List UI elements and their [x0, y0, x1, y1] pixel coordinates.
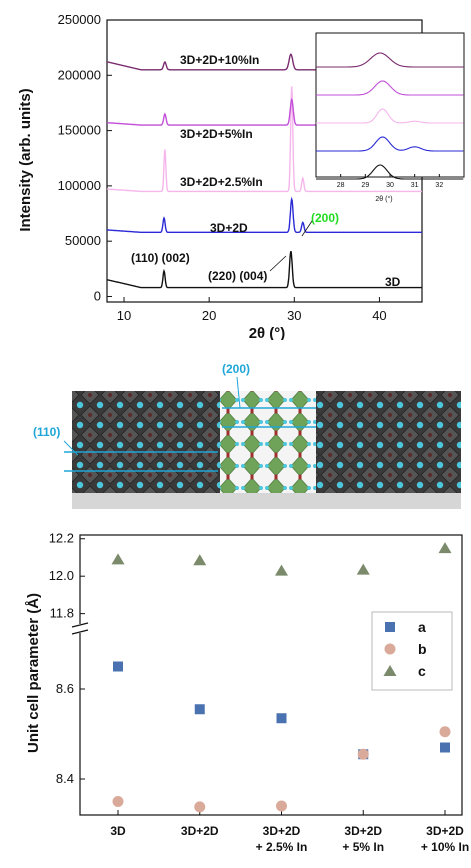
- struct-label-110: (110): [33, 425, 60, 439]
- ucp-y-tick-label: 11.8: [50, 606, 74, 621]
- block-2d: [220, 391, 316, 493]
- pointer-110: [63, 440, 79, 456]
- y-tick-label: 50000: [65, 233, 101, 248]
- axis-break: [70, 622, 92, 635]
- xrd-series-0: [106, 250, 422, 289]
- ucp-category-label: 3D+2D + 2.5% In: [256, 824, 308, 854]
- ucp-y-tick-label: 12.2: [49, 531, 74, 546]
- label-110-002: (110) (002): [131, 251, 190, 265]
- substrate: [72, 493, 461, 509]
- inset-tick-label: 28: [337, 182, 345, 189]
- x-axis-title: 2θ (°): [249, 325, 286, 340]
- legend-label-a: a: [418, 619, 426, 635]
- point-c: [193, 554, 207, 566]
- unit-cell-chart: Unit cell parameter (Å) 11.8 12.0 12.2 8.4 8…: [25, 531, 469, 854]
- ucp-category-label: 3D: [110, 824, 126, 838]
- inset-series-2: [316, 108, 464, 124]
- point-a: [276, 713, 287, 724]
- xrd-series-1: [106, 196, 422, 233]
- y-tick-label: 0: [94, 288, 101, 303]
- legend-label-c: c: [418, 663, 426, 679]
- x-tick-label: 30: [287, 308, 301, 323]
- legend-marker-c: [383, 665, 397, 676]
- point-c: [111, 553, 125, 565]
- legend-marker-b: [384, 643, 396, 655]
- xrd-series-label: 3D: [385, 275, 401, 289]
- inset-tick-label: 31: [411, 182, 419, 189]
- point-b: [112, 796, 124, 807]
- point-b: [276, 800, 287, 812]
- arrow-220: [269, 255, 287, 272]
- x-tick-label: 20: [202, 308, 216, 323]
- xrd-chart: Intensity (arb. units) 2θ (°) 0 50000 1000…: [17, 12, 465, 340]
- inset-series-3: [316, 80, 464, 96]
- xrd-series-label: 3D+2D: [210, 221, 248, 235]
- legend-label-b: b: [418, 641, 427, 657]
- arrow-200: [301, 220, 313, 237]
- y-tick-label: 250000: [58, 12, 101, 27]
- xrd-series-2: [106, 86, 422, 193]
- ucp-legend: abc: [371, 611, 453, 691]
- point-c: [356, 563, 370, 575]
- ucp-category-label: 3D+2D: [181, 824, 219, 838]
- inset-series-1: [316, 136, 464, 152]
- inset-series-4: [316, 52, 464, 68]
- inset-x-title: 2θ (°): [375, 195, 392, 203]
- crystal-structure: (200) (110): [33, 362, 461, 509]
- ucp-y-tick-label: 8.4: [56, 771, 74, 786]
- ucp-category-label: 3D+2D + 10% In: [421, 824, 469, 854]
- block-3d-right: [316, 391, 461, 493]
- point-b: [357, 748, 369, 760]
- inset-tick-label: 32: [435, 182, 443, 189]
- inset-tick-label: 30: [386, 182, 394, 189]
- inset-frame: [315, 32, 465, 178]
- point-a: [194, 704, 205, 715]
- x-tick-label: 10: [117, 308, 131, 323]
- inset-tick-label: 29: [361, 182, 369, 189]
- label-220-004: (220) (004): [208, 269, 267, 283]
- struct-label-200: (200): [222, 362, 250, 376]
- pointer-200: [236, 376, 241, 409]
- ucp-plot-frame: [79, 534, 463, 816]
- ucp-category-label: 3D+2D + 5% In: [342, 824, 384, 854]
- point-a: [440, 742, 450, 753]
- xrd-series-label: 3D+2D+10%In: [180, 53, 259, 67]
- y-tick-label: 150000: [58, 123, 101, 138]
- ucp-y-axis-title: Unit cell parameter (Å): [25, 593, 42, 753]
- legend-marker-a: [385, 622, 395, 632]
- y-tick-label: 100000: [58, 178, 101, 193]
- point-b: [439, 726, 451, 738]
- point-c: [275, 564, 288, 576]
- label-200: (200): [311, 211, 339, 225]
- y-tick-label: 200000: [58, 67, 101, 82]
- xrd-series-label: 3D+2D+2.5%In: [180, 175, 263, 189]
- point-a: [113, 661, 123, 672]
- xrd-series-label: 3D+2D+5%In: [180, 127, 253, 141]
- point-b: [194, 801, 206, 813]
- ucp-y-tick-label: 12.0: [49, 568, 74, 583]
- x-tick-label: 40: [372, 308, 386, 323]
- point-c: [438, 542, 452, 554]
- ucp-y-tick-label: 8.6: [56, 681, 74, 696]
- block-3d-left: [72, 391, 220, 493]
- inset-series-0: [316, 164, 464, 180]
- y-axis-title: Intensity (arb. units): [17, 88, 34, 231]
